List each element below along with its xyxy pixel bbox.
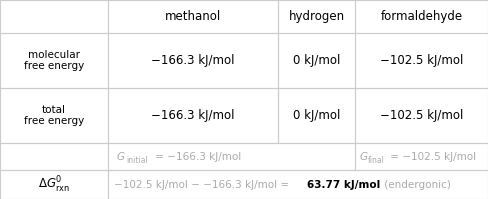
Text: −102.5 kJ/mol: −102.5 kJ/mol xyxy=(380,109,463,122)
Text: = −166.3 kJ/mol: = −166.3 kJ/mol xyxy=(152,151,241,162)
Text: $G$: $G$ xyxy=(116,150,125,163)
Text: total
free energy: total free energy xyxy=(24,105,84,126)
Bar xyxy=(108,88,278,143)
Bar xyxy=(0,170,108,199)
Bar xyxy=(355,143,488,170)
Text: final: final xyxy=(368,156,385,165)
Text: −102.5 kJ/mol: −102.5 kJ/mol xyxy=(380,54,463,67)
Bar xyxy=(278,88,355,143)
Text: $\Delta G^{0}_{\mathrm{rxn}}$: $\Delta G^{0}_{\mathrm{rxn}}$ xyxy=(38,175,70,195)
Bar xyxy=(355,0,488,33)
Bar xyxy=(278,0,355,33)
Bar xyxy=(108,0,278,33)
Bar xyxy=(0,0,108,33)
Text: molecular
free energy: molecular free energy xyxy=(24,50,84,71)
Bar xyxy=(278,33,355,88)
Bar xyxy=(108,33,278,88)
Text: −102.5 kJ/mol − −166.3 kJ/mol =: −102.5 kJ/mol − −166.3 kJ/mol = xyxy=(114,179,292,189)
Text: 63.77 kJ/mol: 63.77 kJ/mol xyxy=(307,179,380,189)
Bar xyxy=(355,33,488,88)
Bar xyxy=(108,143,355,170)
Text: (endergonic): (endergonic) xyxy=(381,179,451,189)
Text: −166.3 kJ/mol: −166.3 kJ/mol xyxy=(151,54,235,67)
Text: −166.3 kJ/mol: −166.3 kJ/mol xyxy=(151,109,235,122)
Bar xyxy=(108,170,488,199)
Text: initial: initial xyxy=(126,156,148,165)
Text: $G$: $G$ xyxy=(359,150,368,163)
Bar xyxy=(0,143,108,170)
Text: methanol: methanol xyxy=(165,10,221,23)
Bar xyxy=(0,88,108,143)
Text: 0 kJ/mol: 0 kJ/mol xyxy=(293,109,340,122)
Text: = −102.5 kJ/mol: = −102.5 kJ/mol xyxy=(387,151,476,162)
Text: formaldehyde: formaldehyde xyxy=(381,10,463,23)
Text: 0 kJ/mol: 0 kJ/mol xyxy=(293,54,340,67)
Text: hydrogen: hydrogen xyxy=(288,10,345,23)
Bar xyxy=(355,88,488,143)
Bar xyxy=(0,33,108,88)
